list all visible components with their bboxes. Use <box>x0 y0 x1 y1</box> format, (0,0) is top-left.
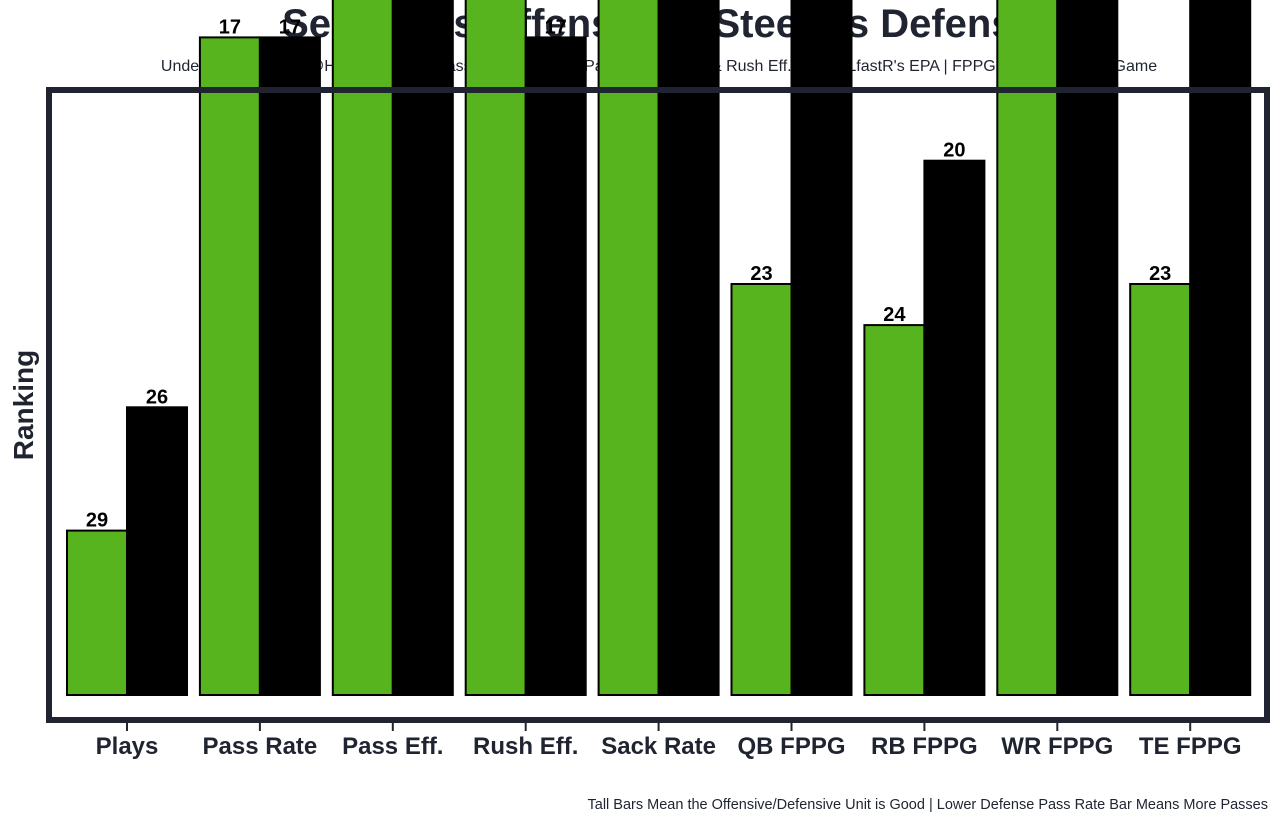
value-label-rb-fppg-defense: 20 <box>943 140 965 162</box>
y-axis-label: Ranking <box>8 350 39 460</box>
value-labels-layer: 2926171711813171512231124209162316 <box>86 16 1171 532</box>
bar-rb-fppg-offense <box>863 324 926 696</box>
value-label-rush-eff-defense: 17 <box>545 16 567 38</box>
bar-plays-offense <box>66 529 128 696</box>
value-label-plays-defense: 26 <box>146 386 168 408</box>
bar-rush-eff-offense <box>464 0 527 696</box>
bars-layer <box>66 0 1252 697</box>
bar-rush-eff-defense <box>524 36 587 696</box>
bar-sack-rate-offense <box>597 0 660 696</box>
bar-wr-fppg-offense <box>996 0 1059 697</box>
value-label-te-fppg-offense: 23 <box>1149 263 1171 285</box>
plot-frame <box>46 87 1270 723</box>
bar-pass-eff-defense <box>391 0 454 696</box>
x-tick-labels-layer: Plays Pass Rate Pass Eff. Rush Eff. Sack Rat… <box>96 733 1242 760</box>
x-tick-label-pass-rate: Pass Rate <box>203 733 318 760</box>
x-tick-label-pass-eff: Pass Eff. <box>342 733 443 760</box>
bar-rb-fppg-defense <box>923 159 986 696</box>
value-label-qb-fppg-offense: 23 <box>750 263 772 285</box>
bar-te-fppg-offense <box>1129 283 1192 696</box>
value-label-pass-rate-defense: 17 <box>279 16 301 38</box>
bar-pass-rate-defense <box>258 36 321 696</box>
x-tick-label-rush-eff: Rush Eff. <box>473 733 578 760</box>
bar-pass-rate-offense <box>198 36 261 696</box>
value-label-rb-fppg-offense: 24 <box>883 304 906 326</box>
bar-wr-fppg-defense <box>1056 0 1119 697</box>
bar-te-fppg-defense <box>1189 0 1252 697</box>
value-label-pass-rate-offense: 17 <box>219 16 241 38</box>
x-tick-label-rb-fppg: RB FPPG <box>871 733 978 760</box>
bar-qb-fppg-defense <box>790 0 853 697</box>
value-label-plays-offense: 29 <box>86 510 108 532</box>
x-tick-label-plays: Plays <box>96 733 159 760</box>
x-ticks-layer <box>126 723 1192 731</box>
bar-sack-rate-defense <box>657 0 720 696</box>
bar-pass-eff-offense <box>331 0 394 697</box>
chart-caption: Tall Bars Mean the Offensive/Defensive U… <box>587 797 1268 813</box>
x-tick-label-wr-fppg: WR FPPG <box>1001 733 1113 760</box>
bar-qb-fppg-offense <box>730 283 793 696</box>
x-tick-label-sack-rate: Sack Rate <box>601 733 716 760</box>
x-tick-label-te-fppg: TE FPPG <box>1139 733 1242 760</box>
x-tick-label-qb-fppg: QB FPPG <box>737 733 845 760</box>
bar-plays-defense <box>126 406 188 696</box>
